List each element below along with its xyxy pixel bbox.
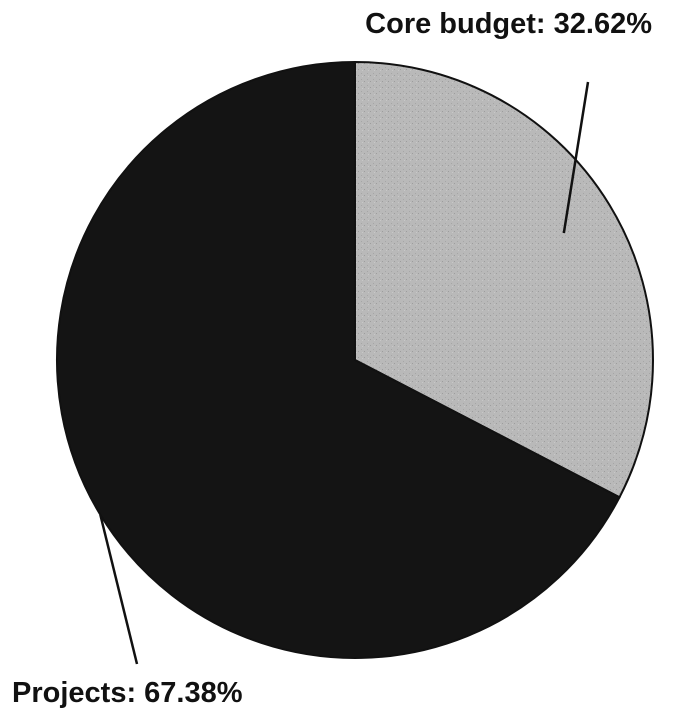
pie-slice-projects bbox=[56, 60, 621, 659]
slice-label-core-budget: Core budget: 32.62% bbox=[365, 8, 652, 40]
leader-lines bbox=[99, 81, 590, 665]
pie-slice-core-budget bbox=[354, 60, 654, 499]
pie-slices bbox=[56, 60, 654, 659]
slice-labels: Core budget: 32.62% Projects: 67.38% bbox=[12, 8, 652, 709]
leader-line-core-budget bbox=[562, 81, 590, 234]
slice-label-projects: Projects: 67.38% bbox=[12, 677, 243, 709]
leader-line-projects bbox=[99, 514, 139, 665]
